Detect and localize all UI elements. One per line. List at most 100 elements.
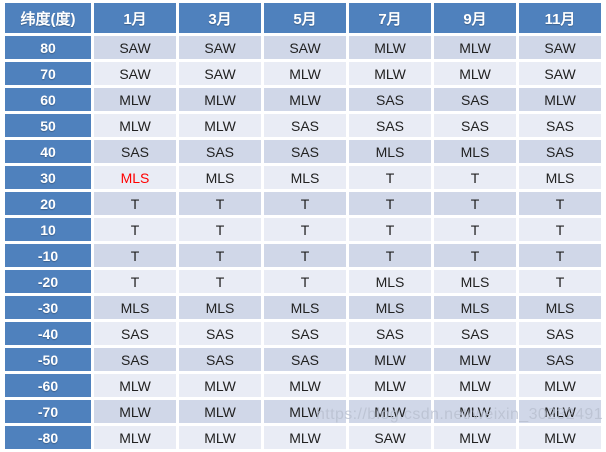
table-cell: T	[179, 218, 261, 241]
table-cell: SAS	[264, 348, 346, 371]
table-cell: MLW	[349, 62, 431, 85]
column-header-month: 3月	[179, 3, 261, 33]
table-cell: T	[179, 244, 261, 267]
table-cell: MLW	[94, 114, 176, 137]
row-header-latitude: -80	[5, 426, 91, 449]
table-cell: MLW	[519, 374, 601, 397]
table-cell: MLS	[434, 296, 516, 319]
row-header-latitude: -20	[5, 270, 91, 293]
table-cell: MLW	[264, 426, 346, 449]
table-cell: SAW	[349, 426, 431, 449]
table-cell: T	[179, 270, 261, 293]
table-row: 70 SAW SAW MLW MLW MLW SAW	[5, 62, 601, 85]
table-cell: SAS	[349, 322, 431, 345]
table-cell: MLW	[519, 426, 601, 449]
table-cell: SAS	[94, 140, 176, 163]
table-row: -20 T T T MLS MLS T	[5, 270, 601, 293]
table-cell: MLS	[519, 166, 601, 189]
table-cell: T	[264, 270, 346, 293]
table-row: -40 SAS SAS SAS SAS SAS SAS	[5, 322, 601, 345]
row-header-latitude: 40	[5, 140, 91, 163]
table-cell: MLS	[179, 166, 261, 189]
table-row: -70 MLW MLW MLW MLW MLW MLW	[5, 400, 601, 423]
table-cell: SAS	[519, 348, 601, 371]
table-cell: SAS	[349, 114, 431, 137]
row-header-latitude: 50	[5, 114, 91, 137]
table-cell: SAW	[519, 62, 601, 85]
row-header-latitude: 70	[5, 62, 91, 85]
table-cell: MLS	[94, 296, 176, 319]
table-cell: SAS	[434, 114, 516, 137]
table-cell: SAS	[179, 348, 261, 371]
table-cell: MLS	[179, 296, 261, 319]
table-cell: MLW	[349, 36, 431, 59]
table-cell: MLW	[179, 400, 261, 423]
table-cell: MLW	[94, 88, 176, 111]
table-cell: MLW	[434, 36, 516, 59]
table-cell: SAW	[94, 36, 176, 59]
table-cell: SAS	[94, 348, 176, 371]
table-cell: MLS	[94, 166, 176, 189]
table-cell: SAS	[349, 88, 431, 111]
row-header-latitude: 20	[5, 192, 91, 215]
column-header-month: 7月	[349, 3, 431, 33]
table-cell: MLW	[94, 426, 176, 449]
table-cell: T	[434, 166, 516, 189]
table-cell: T	[179, 192, 261, 215]
table-cell: MLW	[434, 400, 516, 423]
table-cell: MLW	[94, 374, 176, 397]
table-cell: MLS	[349, 296, 431, 319]
table-cell: SAS	[179, 322, 261, 345]
table-cell: T	[94, 218, 176, 241]
table-cell: MLW	[264, 374, 346, 397]
table-cell: MLW	[349, 374, 431, 397]
table-cell: T	[434, 218, 516, 241]
row-header-latitude: -30	[5, 296, 91, 319]
table-cell: T	[264, 244, 346, 267]
column-header-month: 9月	[434, 3, 516, 33]
column-header-month: 11月	[519, 3, 601, 33]
table-row: -10 T T T T T T	[5, 244, 601, 267]
table-row: 60 MLW MLW MLW SAS SAS MLW	[5, 88, 601, 111]
table-cell: MLS	[349, 270, 431, 293]
table-cell: T	[519, 244, 601, 267]
table-cell: SAW	[179, 36, 261, 59]
row-header-latitude: 10	[5, 218, 91, 241]
table-cell: MLW	[434, 62, 516, 85]
row-header-latitude: 30	[5, 166, 91, 189]
table-row: 40 SAS SAS SAS MLS MLS SAS	[5, 140, 601, 163]
corner-header-latitude: 纬度(度)	[5, 3, 91, 33]
table-cell: MLW	[264, 62, 346, 85]
table-cell: SAS	[179, 140, 261, 163]
table-cell: MLW	[179, 374, 261, 397]
table-cell: SAS	[264, 140, 346, 163]
column-header-month: 5月	[264, 3, 346, 33]
table-row: -30 MLS MLS MLS MLS MLS MLS	[5, 296, 601, 319]
table-cell: T	[264, 218, 346, 241]
table-cell: MLW	[349, 400, 431, 423]
table-cell: SAS	[94, 322, 176, 345]
table-cell: MLW	[434, 426, 516, 449]
table-cell: MLW	[349, 348, 431, 371]
table-cell: SAS	[264, 114, 346, 137]
table-cell: MLW	[264, 400, 346, 423]
column-header-month: 1月	[94, 3, 176, 33]
table-cell: SAS	[519, 114, 601, 137]
table-cell: SAS	[264, 322, 346, 345]
table-row: 80 SAW SAW SAW MLW MLW SAW	[5, 36, 601, 59]
table-cell: T	[519, 218, 601, 241]
table-row: 30 MLS MLS MLS T T MLS	[5, 166, 601, 189]
table-cell: MLW	[94, 400, 176, 423]
row-header-latitude: -10	[5, 244, 91, 267]
table-cell: T	[434, 192, 516, 215]
table-cell: T	[349, 166, 431, 189]
table-cell: SAW	[94, 62, 176, 85]
table-cell: T	[94, 270, 176, 293]
table-cell: MLW	[179, 88, 261, 111]
table-header-row: 纬度(度) 1月 3月 5月 7月 9月 11月	[5, 3, 601, 33]
table-cell: T	[94, 244, 176, 267]
table-cell: SAS	[434, 88, 516, 111]
row-header-latitude: -70	[5, 400, 91, 423]
table-row: -80 MLW MLW MLW SAW MLW MLW	[5, 426, 601, 449]
